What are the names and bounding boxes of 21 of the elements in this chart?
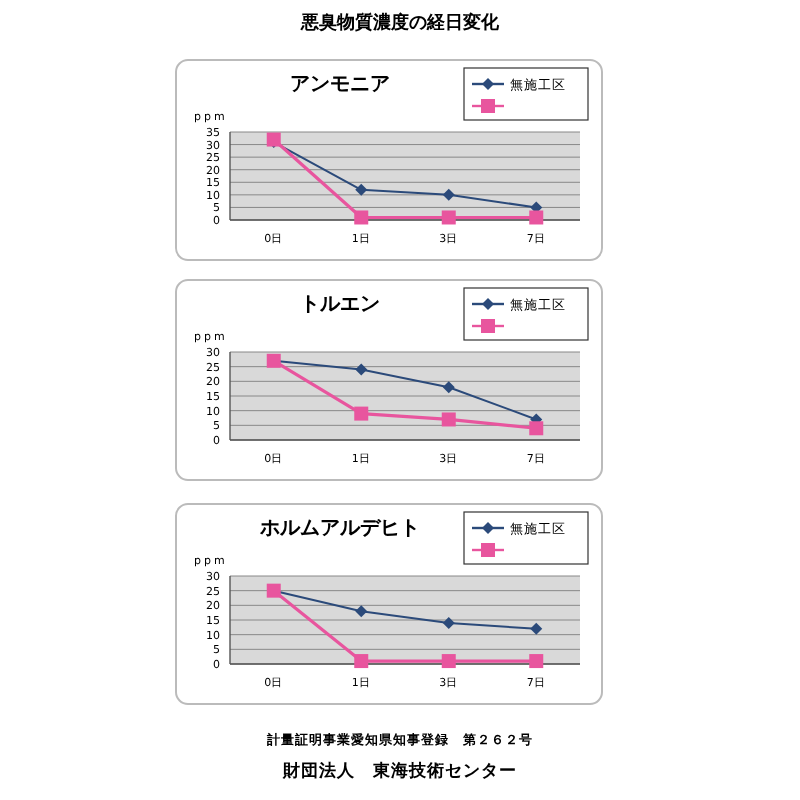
point bbox=[355, 363, 368, 376]
point bbox=[354, 406, 369, 421]
text: 悪臭物質濃度の経日変化 bbox=[299, 12, 501, 34]
point bbox=[529, 421, 544, 436]
point bbox=[355, 605, 368, 618]
point bbox=[441, 654, 456, 669]
chart-title: アンモニア bbox=[290, 74, 390, 96]
chart-title: トルエン bbox=[300, 294, 380, 316]
point bbox=[442, 616, 455, 629]
point bbox=[442, 188, 455, 201]
point bbox=[529, 654, 544, 669]
point bbox=[354, 654, 369, 669]
point bbox=[529, 210, 544, 225]
point bbox=[530, 622, 543, 635]
point bbox=[441, 210, 456, 225]
point bbox=[355, 183, 368, 196]
point bbox=[354, 210, 369, 225]
text: 財団法人 東海技術センター bbox=[281, 760, 517, 782]
point bbox=[442, 381, 455, 394]
point bbox=[441, 412, 456, 427]
chart-title: ホルムアルデヒト bbox=[258, 518, 420, 540]
